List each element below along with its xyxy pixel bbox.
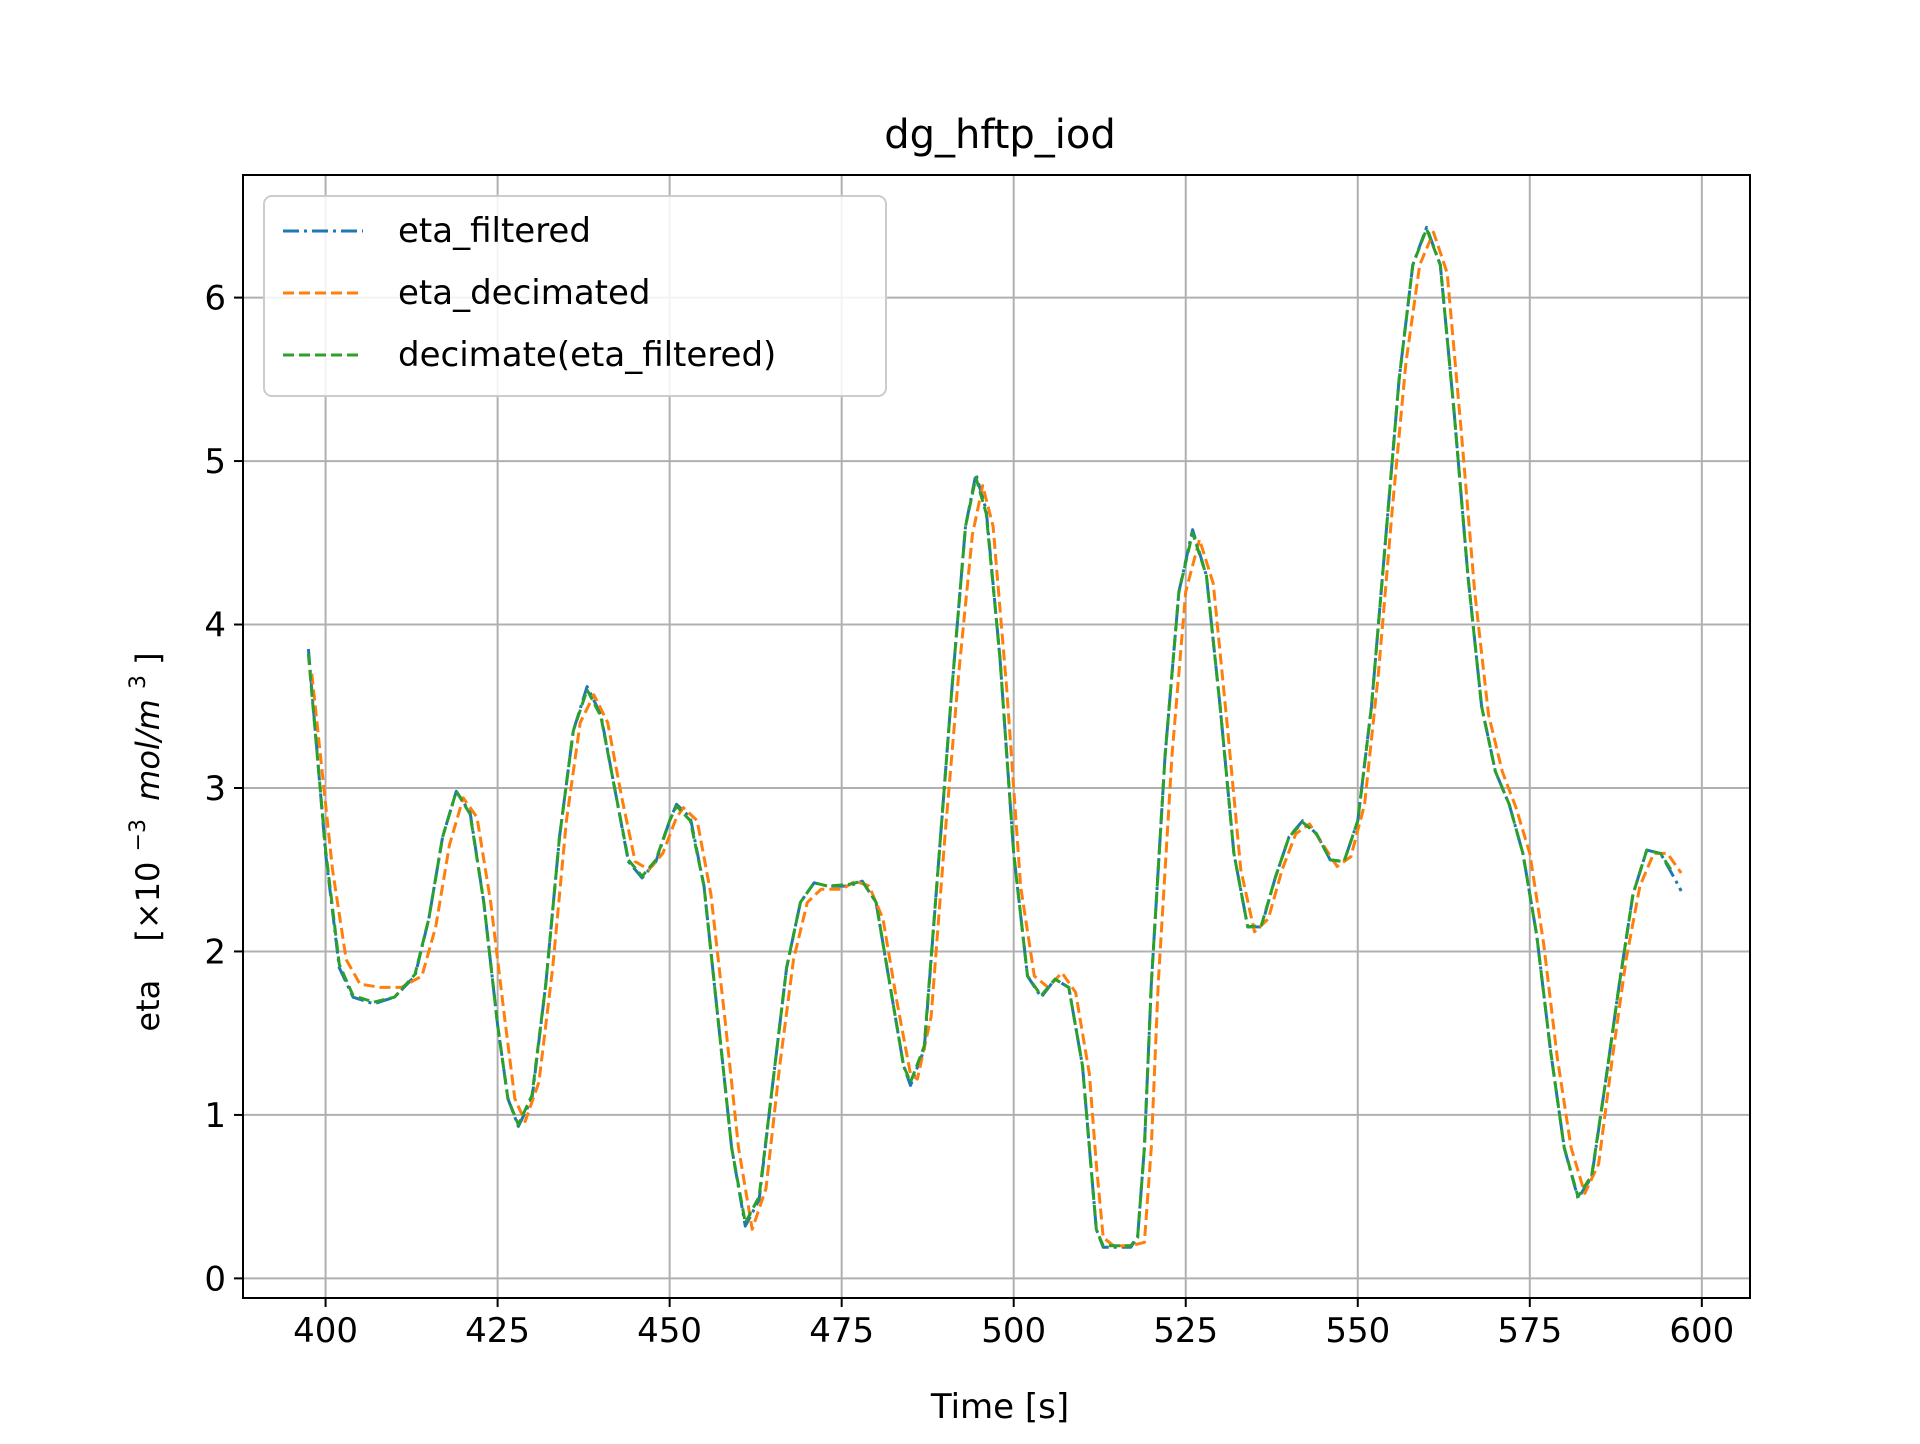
series-layer <box>306 225 1683 1249</box>
legend-label-eta-decimated: eta_decimated <box>398 273 651 313</box>
y-tick-label: 1 <box>204 1096 226 1136</box>
y-axis-label-name: eta <box>129 980 167 1032</box>
tick-layer: 400 425 450 475 500 525 550 575 600 0 1 2 3 4 5 6 <box>204 279 1734 1351</box>
x-tick-label: 600 <box>1669 1311 1734 1351</box>
legend-label-eta-filtered: eta_filtered <box>398 211 591 251</box>
y-tick-label: 5 <box>204 442 226 482</box>
x-tick-label: 475 <box>809 1311 874 1351</box>
y-tick-label: 2 <box>204 932 226 972</box>
x-tick-label: 425 <box>465 1311 530 1351</box>
y-axis-label-close: ] <box>129 652 167 664</box>
y-axis-label: eta [×10 −3 mol/m 3 ] <box>115 652 167 1031</box>
series-line-decimate-eta-filtered <box>306 227 1673 1248</box>
y-tick-label: 6 <box>204 279 226 319</box>
legend-box <box>263 195 887 397</box>
y-tick-label: 4 <box>204 606 226 646</box>
y-axis-label-exponent: −3 <box>126 819 151 851</box>
chart-title: dg_hftp_iod <box>884 112 1116 158</box>
x-tick-label: 550 <box>1325 1311 1390 1351</box>
legend-label-decimate-eta-filtered: decimate(eta_filtered) <box>398 335 776 375</box>
svg-text:eta [×10 −3: eta [×10 −3 mol/m 3 ] <box>115 652 167 1031</box>
axes-frame <box>242 174 1751 1299</box>
y-tick-label: 0 <box>204 1259 226 1299</box>
x-tick-label: 525 <box>1153 1311 1218 1351</box>
legend: eta_filtered eta_decimated decimate(eta_… <box>263 195 887 397</box>
x-axis-label: Time [s] <box>930 1387 1069 1427</box>
y-axis-label-unit-exponent: 3 <box>126 675 151 689</box>
y-axis-label-unit: mol/m <box>129 699 167 801</box>
x-tick-label: 575 <box>1497 1311 1562 1351</box>
x-tick-label: 500 <box>981 1311 1046 1351</box>
y-axis-label-unit-prefix: [×10 <box>129 862 167 942</box>
series-line-eta-decimated <box>310 230 1683 1248</box>
x-tick-label: 400 <box>293 1311 358 1351</box>
x-tick-label: 450 <box>637 1311 702 1351</box>
y-tick-label: 3 <box>204 769 226 809</box>
